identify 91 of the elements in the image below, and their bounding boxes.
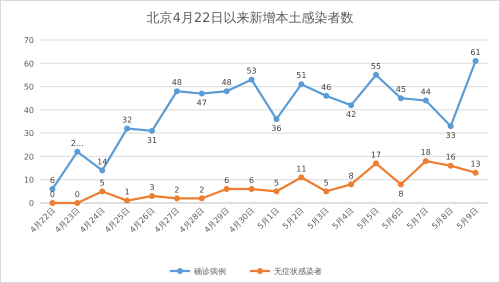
x-tick-label: 5月6日 [380, 206, 406, 231]
data-label: 44 [420, 88, 431, 97]
data-label: 2 [174, 185, 180, 194]
point [149, 128, 155, 134]
point [99, 188, 106, 194]
point [298, 81, 304, 88]
point [422, 98, 429, 104]
data-label: 13 [470, 160, 481, 169]
data-label: 47 [196, 98, 207, 108]
y-tick-label: 10 [24, 176, 34, 185]
point [323, 188, 330, 194]
data-label: 51 [296, 71, 306, 80]
data-label: 0 [74, 190, 80, 199]
data-label: 11 [296, 164, 306, 174]
data-label: 6 [249, 176, 254, 186]
data-label: 17 [370, 150, 382, 160]
data-label: 53 [246, 66, 257, 76]
y-tick-label: 60 [24, 59, 34, 68]
legend-label: 无症状感染者 [274, 267, 322, 276]
point [49, 200, 56, 206]
data-label: 48 [222, 78, 232, 88]
point [448, 123, 454, 130]
x-tick-label: 5月2日 [280, 206, 306, 231]
data-label: 18 [420, 148, 431, 158]
data-label: 36 [271, 124, 282, 134]
point [248, 76, 255, 83]
point [248, 186, 255, 192]
point [124, 125, 130, 132]
point [273, 188, 280, 194]
data-label: 45 [396, 85, 406, 94]
point [99, 167, 106, 174]
x-tick-label: 5月9日 [455, 206, 480, 231]
data-label: 16 [446, 152, 456, 162]
point [224, 186, 230, 192]
data-label: 46 [321, 82, 332, 92]
x-tick-label: 5月1日 [256, 206, 281, 231]
point [174, 195, 180, 202]
data-label: 2 [199, 185, 204, 194]
data-label: 5 [274, 178, 279, 188]
y-tick-label: 50 [24, 82, 34, 92]
data-label: 1 [124, 188, 130, 197]
legend-label: 确诊病例 [193, 267, 226, 276]
point [273, 116, 280, 122]
point [422, 158, 429, 164]
data-label: 5 [324, 178, 329, 188]
y-tick-label: 20 [24, 152, 34, 162]
point [224, 88, 230, 94]
point [124, 198, 130, 204]
point [74, 148, 80, 155]
chart-title: 北京4月22日以来新增本土感染者数 [146, 11, 354, 26]
point [373, 160, 379, 166]
point [373, 72, 379, 78]
x-tick-label: 5月4日 [330, 206, 356, 231]
data-label: 0 [50, 190, 55, 199]
y-tick-label: 70 [24, 36, 34, 45]
data-label: 3 [149, 183, 155, 192]
data-label: 6 [224, 176, 230, 186]
data-label: 14 [97, 157, 108, 166]
data-label: 33 [446, 131, 456, 140]
point [398, 181, 404, 188]
data-label: 55 [370, 62, 382, 71]
point [298, 174, 304, 180]
data-label: 2… [70, 138, 84, 148]
point [348, 102, 354, 108]
data-label: 8 [348, 171, 354, 180]
data-label: 61 [470, 48, 481, 57]
x-tick-label: 5月3日 [306, 206, 331, 231]
point [174, 88, 180, 94]
point [149, 193, 155, 200]
data-label: 6 [50, 176, 55, 186]
point [398, 95, 404, 102]
point [198, 90, 205, 97]
data-label: 42 [346, 110, 356, 120]
x-tick-label: 5月7日 [405, 206, 430, 231]
data-label: 8 [398, 189, 404, 198]
point [448, 162, 454, 169]
point [472, 170, 479, 176]
x-tick-label: 5月5日 [356, 206, 380, 231]
point [472, 58, 479, 64]
point [323, 92, 330, 99]
data-label: 31 [146, 136, 158, 145]
data-label: 48 [172, 78, 182, 88]
x-tick-label: 5月8日 [430, 206, 456, 231]
point [198, 195, 205, 202]
point [348, 181, 354, 188]
y-tick-label: 0 [28, 199, 34, 208]
data-label: 32 [122, 115, 132, 124]
y-tick-label: 30 [24, 129, 34, 138]
data-label: 5 [100, 178, 105, 188]
point [74, 200, 80, 206]
y-tick-label: 40 [24, 106, 34, 115]
